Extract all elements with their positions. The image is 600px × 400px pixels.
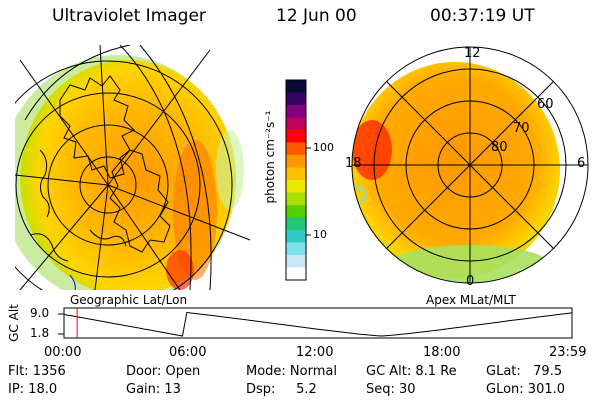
colorbar-segment [286, 205, 306, 218]
mlat-label-70: 70 [513, 121, 530, 136]
colorbar-segment [286, 155, 306, 168]
colorbar-segment [286, 80, 306, 93]
mlt-label-12: 12 [464, 46, 481, 61]
geographic-label: Geographic Lat/Lon [70, 293, 188, 307]
status-mode: Mode: Normal [246, 364, 337, 379]
orbit-y-top: 9.0 [30, 306, 50, 320]
status-flt: Flt: 1356 [8, 364, 66, 379]
colorbar-segment [286, 192, 306, 206]
colorbar-tick-10: 10 [313, 228, 327, 241]
orbit-xtick-4: 23:59 [549, 345, 587, 360]
mlt-label-0: 0 [466, 274, 475, 289]
mlt-label-18: 18 [345, 156, 362, 171]
colorbar-segment [286, 180, 306, 193]
status-door: Door: Open [126, 364, 201, 379]
colorbar-segment [286, 142, 306, 156]
apex-label: Apex MLat/MLT [426, 293, 516, 307]
colorbar-segment [286, 267, 306, 281]
colorbar [286, 80, 306, 281]
status-ip: IP: 18.0 [8, 382, 58, 397]
colorbar-segment [286, 92, 306, 106]
geographic-image [15, 45, 251, 290]
colorbar-segment [286, 255, 306, 268]
colorbar-segment [286, 105, 306, 118]
status-glat: GLat: 79.5 [486, 364, 563, 379]
mlt-label-6: 6 [577, 156, 586, 171]
orbit-y-bottom: 1.8 [30, 326, 50, 340]
colorbar-segment [286, 217, 306, 231]
orbit-xtick-0: 00:00 [44, 345, 82, 360]
instrument-title: Ultraviolet Imager [52, 6, 206, 26]
mlat-label-80: 80 [491, 140, 508, 155]
status-gc-alt: GC Alt: 8.1 Re [366, 364, 457, 379]
orbit-ylabel: GC Alt [7, 304, 21, 342]
colorbar-segment [286, 167, 306, 181]
mlat-label-60: 60 [537, 97, 554, 112]
status-seq: Seq: 30 [366, 382, 416, 397]
status-glon: GLon: 301.0 [486, 382, 566, 397]
status-gain: Gain: 13 [126, 382, 181, 397]
colorbar-segment [286, 242, 306, 256]
orbit-xtick-1: 06:00 [169, 345, 207, 360]
orbit-xtick-3: 18:00 [423, 345, 461, 360]
colorbar-unit-label: photon cm⁻²s⁻¹ [263, 110, 277, 204]
colorbar-tick-100: 100 [313, 141, 334, 154]
magnetic-image [351, 46, 589, 284]
colorbar-segment [286, 230, 306, 243]
date-label: 12 Jun 00 [276, 6, 357, 26]
colorbar-segment [286, 117, 306, 131]
orbit-plot [58, 307, 573, 339]
colorbar-segment [286, 130, 306, 143]
orbit-xtick-2: 12:00 [296, 345, 334, 360]
time-label: 00:37:19 UT [430, 6, 535, 26]
status-dsp: Dsp: 5.2 [246, 382, 317, 397]
